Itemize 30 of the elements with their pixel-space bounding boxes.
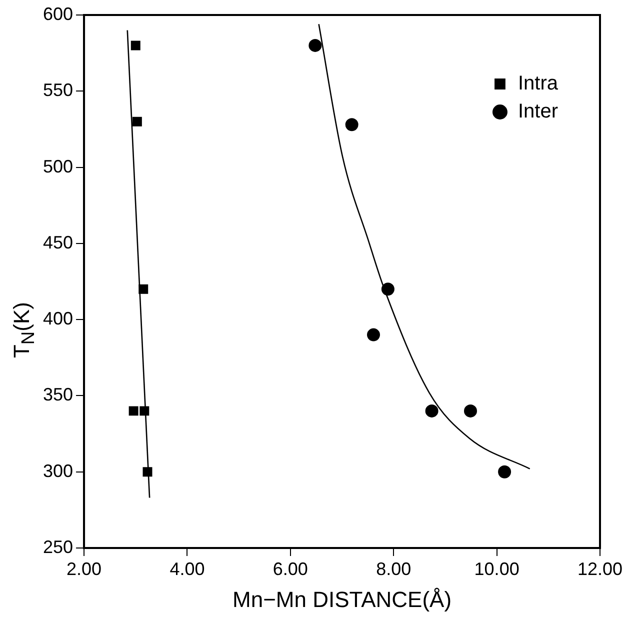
- point: [464, 404, 477, 418]
- x-axis-title: Mn−Mn DISTANCE(Å): [232, 586, 452, 612]
- legend-label: Intra: [518, 72, 559, 95]
- x-tick-label: 4.00: [170, 558, 205, 579]
- point: [366, 328, 380, 342]
- point: [140, 406, 150, 416]
- y-tick-label: 350: [42, 384, 74, 405]
- x-tick-label: 6.00: [272, 558, 308, 579]
- x-tick-label: 10.00: [474, 558, 520, 579]
- point: [498, 465, 512, 478]
- point: [308, 38, 322, 52]
- y-tick-label: 550: [42, 80, 74, 100]
- y-tick-label: 600: [42, 4, 74, 24]
- y-tick-label: 400: [42, 308, 74, 329]
- point: [130, 40, 140, 50]
- point: [381, 282, 394, 296]
- point: [142, 467, 152, 477]
- y-tick-label: 450: [42, 232, 74, 252]
- x-tick-label: 2.00: [66, 558, 102, 579]
- y-tick-label: 250: [42, 536, 74, 557]
- x-tick-label: 8.00: [376, 558, 412, 579]
- y-tick-label: 500: [42, 156, 74, 176]
- point: [345, 118, 358, 132]
- point: [138, 284, 148, 294]
- point: [132, 116, 142, 126]
- legend-label: Inter: [518, 100, 558, 123]
- y-tick-label: 300: [42, 460, 74, 481]
- x-tick-label: 12.00: [577, 558, 623, 579]
- point: [128, 406, 138, 416]
- point: [425, 404, 438, 418]
